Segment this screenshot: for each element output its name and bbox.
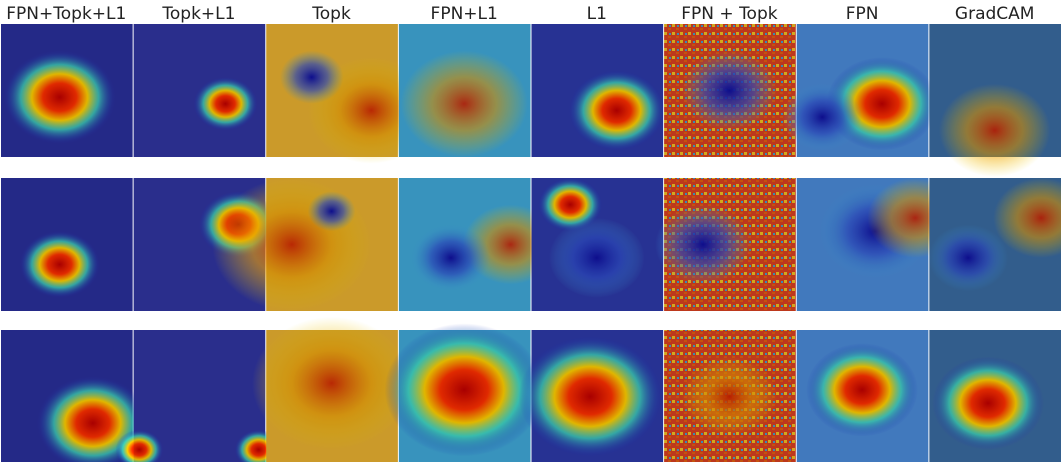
- heatmap-image: [929, 330, 1061, 462]
- column-header: FPN+L1: [431, 4, 498, 24]
- column-header: Topk+L1: [161, 4, 235, 24]
- column-header: FPN: [846, 4, 879, 24]
- column-header: GradCAM: [955, 4, 1035, 24]
- image-shade: [664, 330, 796, 462]
- heatmap-image: [664, 330, 796, 462]
- column-header: Topk: [311, 4, 351, 24]
- image-shade: [532, 24, 664, 157]
- heatmap-image: [782, 24, 937, 157]
- image-shade: [532, 330, 664, 462]
- image-shade: [929, 24, 1061, 157]
- column-header: FPN + Topk: [681, 4, 777, 24]
- image-shade: [266, 178, 398, 311]
- heatmap-image: [134, 24, 266, 157]
- heatmap-image: [1, 24, 133, 157]
- image-shade: [929, 330, 1061, 462]
- image-shade: [797, 330, 929, 462]
- image-shade: [1, 178, 133, 311]
- heatmap-image: [532, 178, 664, 311]
- image-shade: [664, 24, 796, 157]
- image-shade: [399, 178, 531, 311]
- image-shade: [399, 330, 531, 462]
- heatmap-image: [519, 330, 664, 462]
- image-shade: [929, 178, 1061, 311]
- image-shade: [664, 178, 796, 311]
- image-shade: [266, 330, 398, 462]
- image-shade: [532, 178, 664, 311]
- heatmap-image: [399, 24, 531, 157]
- heatmap-image: [928, 178, 1061, 311]
- image-shade: [134, 330, 266, 462]
- heatmap-image: [929, 24, 1061, 177]
- image-shade: [266, 24, 398, 157]
- image-shade: [797, 178, 929, 311]
- heatmap-image: [664, 24, 796, 157]
- heatmap-image: [212, 178, 398, 311]
- image-shade: [399, 24, 531, 157]
- heatmap-image: [1, 178, 133, 311]
- figure: FPN+Topk+L1 Topk+L1 Topk FPN+L1 L1 FPN + Topk…: [0, 0, 1061, 462]
- column-header: L1: [587, 4, 607, 24]
- image-shade: [1, 330, 133, 462]
- image-shade: [134, 24, 266, 157]
- column-header: FPN+Topk+L1: [6, 4, 126, 24]
- image-shade: [797, 24, 929, 157]
- heatmap-image: [532, 24, 665, 157]
- heatmap-image: [797, 330, 929, 462]
- image-shade: [1, 24, 133, 157]
- heatmap-image: [655, 178, 796, 311]
